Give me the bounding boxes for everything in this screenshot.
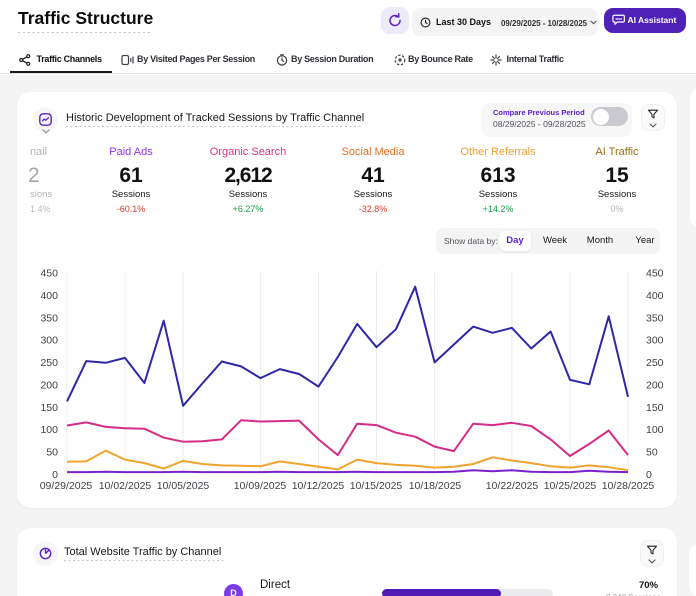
svg-text:200: 200 [646, 379, 664, 391]
svg-text:400: 400 [40, 290, 58, 302]
svg-text:50: 50 [46, 447, 58, 459]
svg-text:50: 50 [646, 447, 658, 459]
svg-text:10/15/2025: 10/15/2025 [350, 480, 403, 492]
svg-text:450: 450 [40, 268, 58, 280]
svg-text:0: 0 [52, 469, 58, 481]
svg-text:09/29/2025: 09/29/2025 [40, 480, 93, 492]
svg-text:10/18/2025: 10/18/2025 [409, 480, 462, 492]
svg-text:200: 200 [40, 379, 58, 391]
svg-text:10/05/2025: 10/05/2025 [157, 480, 210, 492]
svg-text:150: 150 [40, 402, 58, 414]
svg-text:10/22/2025: 10/22/2025 [486, 480, 539, 492]
svg-text:10/02/2025: 10/02/2025 [99, 480, 152, 492]
svg-text:100: 100 [646, 424, 664, 436]
svg-text:100: 100 [40, 424, 58, 436]
svg-text:10/28/2025: 10/28/2025 [602, 480, 655, 492]
svg-text:150: 150 [646, 402, 664, 414]
svg-text:350: 350 [646, 312, 664, 324]
svg-text:10/25/2025: 10/25/2025 [544, 480, 597, 492]
svg-text:450: 450 [646, 268, 664, 280]
svg-text:350: 350 [40, 312, 58, 324]
svg-text:10/12/2025: 10/12/2025 [292, 480, 345, 492]
svg-text:300: 300 [646, 335, 664, 347]
svg-text:300: 300 [40, 335, 58, 347]
svg-text:10/09/2025: 10/09/2025 [234, 480, 287, 492]
svg-text:400: 400 [646, 290, 664, 302]
svg-text:250: 250 [40, 357, 58, 369]
svg-text:250: 250 [646, 357, 664, 369]
svg-text:0: 0 [646, 469, 652, 481]
